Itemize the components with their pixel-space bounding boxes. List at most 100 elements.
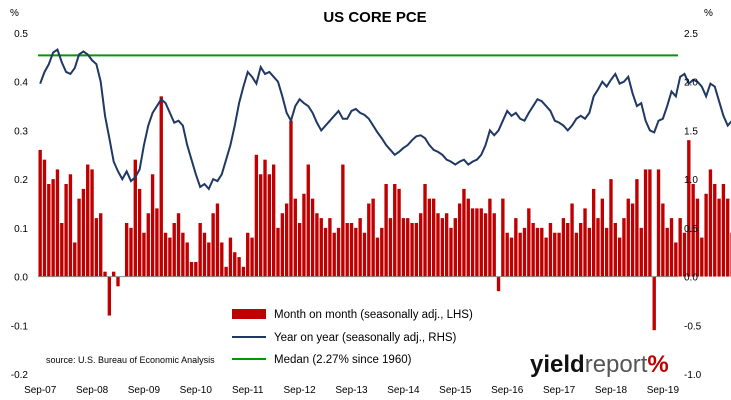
- mom-bar: [509, 237, 514, 277]
- mom-bar: [617, 237, 622, 277]
- mom-bar: [648, 169, 652, 277]
- mom-bar: [635, 179, 639, 277]
- mom-bar: [319, 218, 323, 277]
- x-tick-label: Sep-13: [335, 385, 368, 396]
- mom-bar: [570, 203, 574, 277]
- mom-bar: [401, 218, 406, 277]
- mom-bar: [406, 218, 410, 277]
- mom-bar: [522, 227, 527, 277]
- mom-bar: [349, 222, 354, 277]
- mom-bar: [86, 164, 90, 277]
- x-tick-label: Sep-15: [439, 385, 472, 396]
- mom-bar: [181, 232, 185, 277]
- mom-bar: [310, 198, 315, 277]
- mom-bar: [42, 159, 47, 277]
- mom-bar: [380, 227, 384, 277]
- mom-bar: [237, 257, 241, 277]
- left-tick-label: 0.3: [14, 126, 28, 137]
- x-tick-label: Sep-10: [180, 385, 213, 396]
- mom-bar: [596, 218, 600, 277]
- mom-bar: [284, 203, 289, 277]
- mom-bar: [280, 213, 285, 277]
- x-tick-label: Sep-16: [491, 385, 524, 396]
- brand-part1: yield: [530, 351, 585, 378]
- mom-bar: [276, 227, 280, 277]
- mom-bar: [185, 242, 189, 277]
- mom-bar: [267, 174, 272, 277]
- mom-bar: [211, 213, 215, 277]
- mom-bar: [259, 174, 263, 277]
- mom-bar: [574, 232, 579, 277]
- mom-bar: [449, 227, 453, 277]
- mom-bar: [444, 213, 449, 277]
- mom-bar: [462, 188, 466, 277]
- x-tick-label: Sep-11: [232, 385, 264, 396]
- mom-bar: [414, 222, 419, 277]
- mom-bar: [427, 198, 432, 277]
- x-tick-label: Sep-18: [595, 385, 628, 396]
- mom-bar: [691, 184, 695, 277]
- mom-bar: [354, 227, 358, 277]
- mom-bar: [233, 252, 237, 277]
- mom-bar: [579, 222, 583, 277]
- mom-bar: [250, 237, 254, 277]
- mom-bar: [64, 184, 68, 277]
- mom-bar: [176, 213, 181, 277]
- mom-bar: [198, 222, 202, 277]
- mom-bar: [587, 227, 592, 277]
- mom-bar: [388, 218, 393, 277]
- mom-bar: [345, 222, 349, 277]
- mom-bar: [271, 164, 276, 277]
- mom-bar: [431, 198, 436, 277]
- mom-bar: [297, 222, 302, 277]
- mom-bar: [124, 222, 129, 277]
- mom-bar: [470, 208, 475, 277]
- mom-bar: [384, 184, 388, 277]
- mom-bar: [146, 213, 150, 277]
- mom-bar: [436, 213, 440, 277]
- mom-bar: [55, 169, 60, 277]
- mom-bar: [475, 208, 479, 277]
- mom-bar: [700, 237, 704, 277]
- x-tick-label: Sep-07: [24, 385, 57, 396]
- x-tick-label: Sep-19: [647, 385, 680, 396]
- mom-bar: [553, 232, 557, 277]
- mom-bar: [220, 242, 224, 277]
- mom-bar: [215, 203, 220, 277]
- mom-bar: [393, 184, 397, 277]
- left-tick-label: 0.0: [14, 273, 28, 284]
- mom-bar: [669, 218, 674, 277]
- x-tick-label: Sep-09: [128, 385, 161, 396]
- mom-bar: [133, 159, 137, 277]
- mom-bar: [207, 242, 211, 277]
- mom-bar: [419, 213, 423, 277]
- mom-bar: [630, 203, 635, 277]
- right-tick-label: 2.0: [684, 78, 698, 89]
- mom-bar: [726, 198, 730, 277]
- mom-bar: [609, 179, 613, 277]
- mom-bar: [488, 198, 492, 277]
- left-tick-label: -0.2: [11, 370, 29, 381]
- right-tick-label: 0.0: [684, 273, 698, 284]
- mom-bar: [263, 159, 267, 277]
- right-axis-ticks: -1.0 -0.5 0.0 0.5 1.0 1.5 2.0 2.5: [684, 29, 702, 381]
- legend-label-mom: Month on month (seasonally adj., LHS): [274, 309, 473, 321]
- year-on-year-line: [39, 47, 731, 191]
- mom-bar: [107, 276, 112, 316]
- mom-bar: [518, 232, 522, 277]
- mom-bar: [483, 213, 488, 277]
- month-on-month-bars: [38, 96, 731, 331]
- mom-bar: [531, 222, 535, 277]
- mom-bar: [103, 271, 107, 277]
- mom-bar: [604, 227, 609, 277]
- mom-bar: [466, 198, 470, 277]
- brand-part2: report: [585, 351, 648, 378]
- left-tick-label: -0.1: [11, 321, 29, 332]
- mom-bar: [375, 237, 380, 277]
- mom-bar: [527, 208, 531, 277]
- mom-bar: [47, 184, 51, 277]
- mom-bar: [328, 218, 332, 277]
- mom-bar: [440, 218, 445, 277]
- legend: Month on month (seasonally adj., LHS) Ye…: [232, 309, 473, 366]
- mom-bar: [172, 222, 176, 277]
